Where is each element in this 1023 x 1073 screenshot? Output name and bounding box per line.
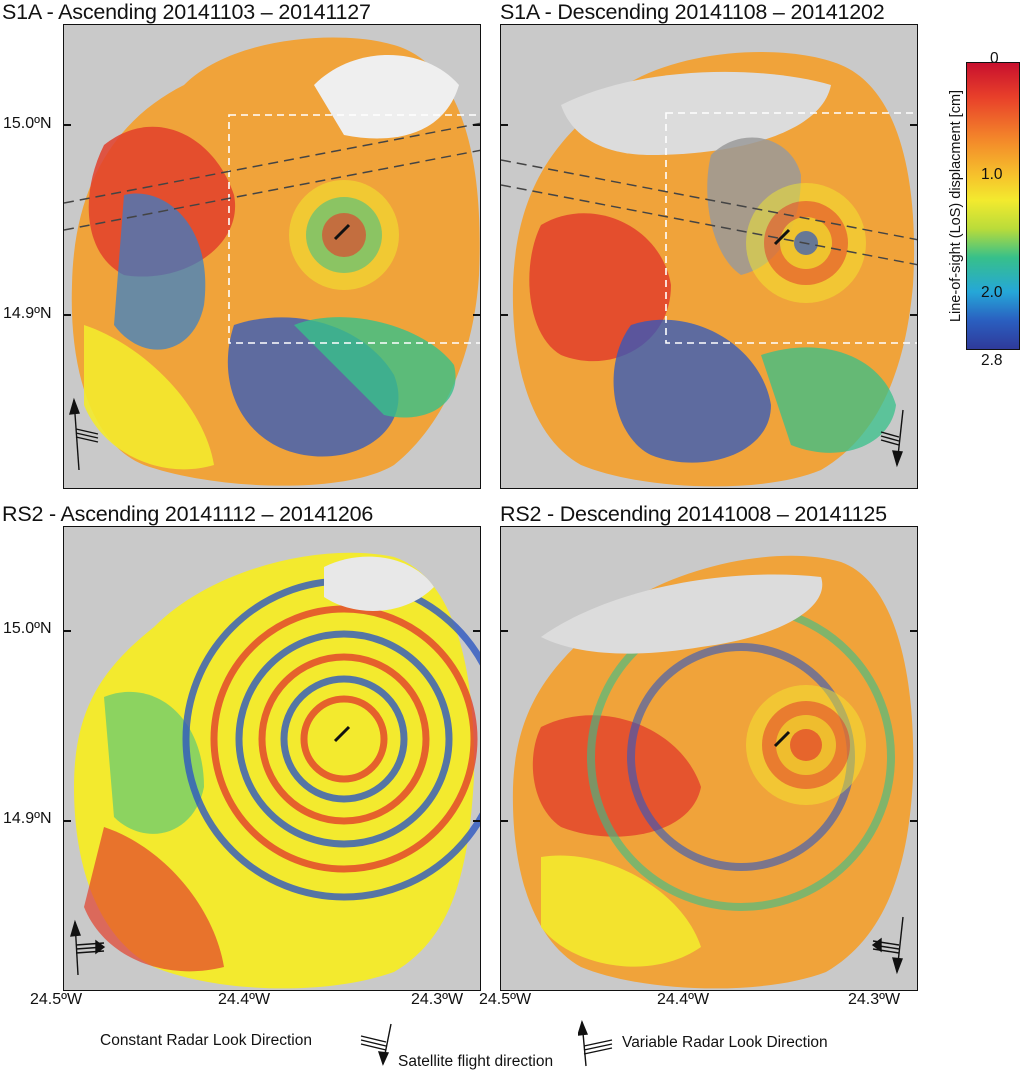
variable-look-direction-icon — [578, 1019, 613, 1067]
lat-label-14-9-top: 14.9ºN — [3, 305, 52, 322]
lat-label-14-9-bottom: 14.9ºN — [3, 810, 52, 827]
tick — [500, 630, 508, 632]
tick — [473, 124, 481, 126]
panel-title-rs2-descending: RS2 - Descending 20141008 – 20141125 — [500, 502, 887, 526]
panel-title-s1a-descending: S1A - Descending 20141108 – 20141202 — [500, 0, 885, 24]
tick — [500, 820, 508, 822]
interferogram-panel-s1a-descending — [500, 24, 918, 489]
interferogram-map — [512, 555, 914, 989]
tick — [63, 820, 71, 822]
lon-label-24-3-left: 24.3ºW — [411, 991, 464, 1008]
lon-label-24-5-left: 24.5ºW — [30, 991, 83, 1008]
tick — [63, 314, 71, 316]
interferogram-panel-s1a-ascending — [63, 24, 481, 489]
look-direction-arrow — [871, 916, 904, 975]
lon-label-24-4-left: 24.4ºW — [218, 991, 271, 1008]
interferogram-panel-rs2-descending — [500, 526, 918, 991]
constant-look-direction-label: Constant Radar Look Direction — [100, 1032, 312, 1049]
colorbar — [966, 62, 1020, 350]
lon-label-24-5-right: 24.5ºW — [479, 991, 532, 1008]
tick — [910, 314, 918, 316]
tick — [910, 820, 918, 822]
tick — [910, 630, 918, 632]
colorbar-tick-3: 2.8 — [981, 352, 1003, 369]
interferogram-map — [64, 37, 480, 486]
satellite-flight-label: Satellite flight direction — [398, 1053, 554, 1070]
constant-look-direction-icon — [360, 1023, 392, 1066]
tick — [910, 124, 918, 126]
lat-label-15-0-top: 15.0ºN — [3, 115, 52, 132]
look-direction-arrow — [70, 919, 106, 976]
interferogram-panel-rs2-ascending — [63, 526, 481, 991]
tick — [63, 630, 71, 632]
panel-title-s1a-ascending: S1A - Ascending 20141103 – 20141127 — [2, 0, 371, 24]
interferogram-map — [501, 52, 917, 487]
lon-label-24-3-right: 24.3ºW — [848, 991, 901, 1008]
lat-label-15-0-bottom: 15.0ºN — [3, 620, 52, 637]
tick — [63, 124, 71, 126]
tick — [500, 124, 508, 126]
tick — [473, 820, 481, 822]
tick — [473, 314, 481, 316]
variable-look-direction-label: Variable Radar Look Direction — [622, 1034, 828, 1051]
panel-title-rs2-ascending: RS2 - Ascending 20141112 – 20141206 — [2, 502, 374, 526]
colorbar-title: Line-of-sight (LoS) displacment [cm] — [948, 89, 964, 323]
tick — [473, 630, 481, 632]
colorbar-tick-1: 1.0 — [981, 166, 1003, 183]
colorbar-tick-2: 2.0 — [981, 284, 1003, 301]
colorbar-tick-0: 0 — [990, 50, 999, 67]
tick — [500, 314, 508, 316]
look-direction-arrow — [880, 409, 904, 468]
interferogram-map — [70, 552, 480, 989]
lon-label-24-4-right: 24.4ºW — [657, 991, 710, 1008]
look-direction-arrow — [69, 397, 99, 471]
